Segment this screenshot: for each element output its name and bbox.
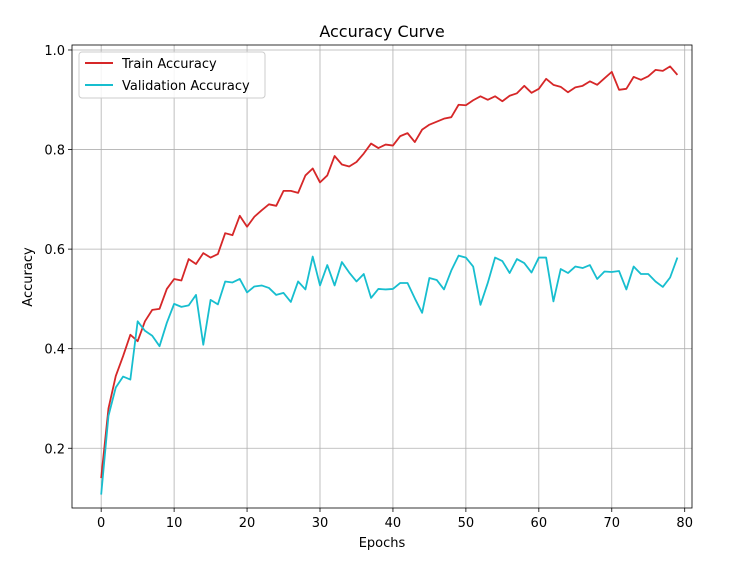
grid-lines bbox=[72, 45, 692, 508]
x-tick-label: 10 bbox=[166, 516, 183, 531]
validation-accuracy-line bbox=[100, 254, 679, 495]
x-axis-label: Epochs bbox=[359, 536, 406, 551]
x-tick-label: 70 bbox=[603, 516, 620, 531]
legend-box bbox=[78, 51, 266, 99]
y-tick-label: 0.6 bbox=[44, 243, 65, 258]
x-tick-label: 30 bbox=[312, 516, 329, 531]
y-tick-label: 0.2 bbox=[44, 442, 65, 457]
x-tick-label: 0 bbox=[97, 516, 105, 531]
chart-title: Accuracy Curve bbox=[319, 22, 444, 41]
x-tick-label: 50 bbox=[458, 516, 475, 531]
plot-frame bbox=[71, 44, 693, 509]
x-tick-label: 40 bbox=[385, 516, 402, 531]
x-tick-label: 80 bbox=[676, 516, 693, 531]
x-tick-label: 20 bbox=[239, 516, 256, 531]
train-accuracy-line bbox=[100, 65, 679, 479]
y-tick-label: 1.0 bbox=[44, 44, 65, 59]
legend: Train Accuracy Validation Accuracy bbox=[78, 51, 266, 99]
y-tick-label: 0.8 bbox=[44, 144, 65, 159]
y-axis-label: Accuracy bbox=[21, 247, 36, 307]
legend-label-validation: Validation Accuracy bbox=[122, 79, 250, 94]
legend-label-train: Train Accuracy bbox=[121, 57, 217, 72]
series-lines bbox=[100, 65, 679, 495]
x-tick-label: 60 bbox=[531, 516, 548, 531]
axis-ticks: 0 10 20 30 40 50 60 70 80 0.2 0.4 0.6 0.8 1.0 bbox=[44, 44, 693, 531]
y-tick-label: 0.4 bbox=[44, 343, 65, 358]
